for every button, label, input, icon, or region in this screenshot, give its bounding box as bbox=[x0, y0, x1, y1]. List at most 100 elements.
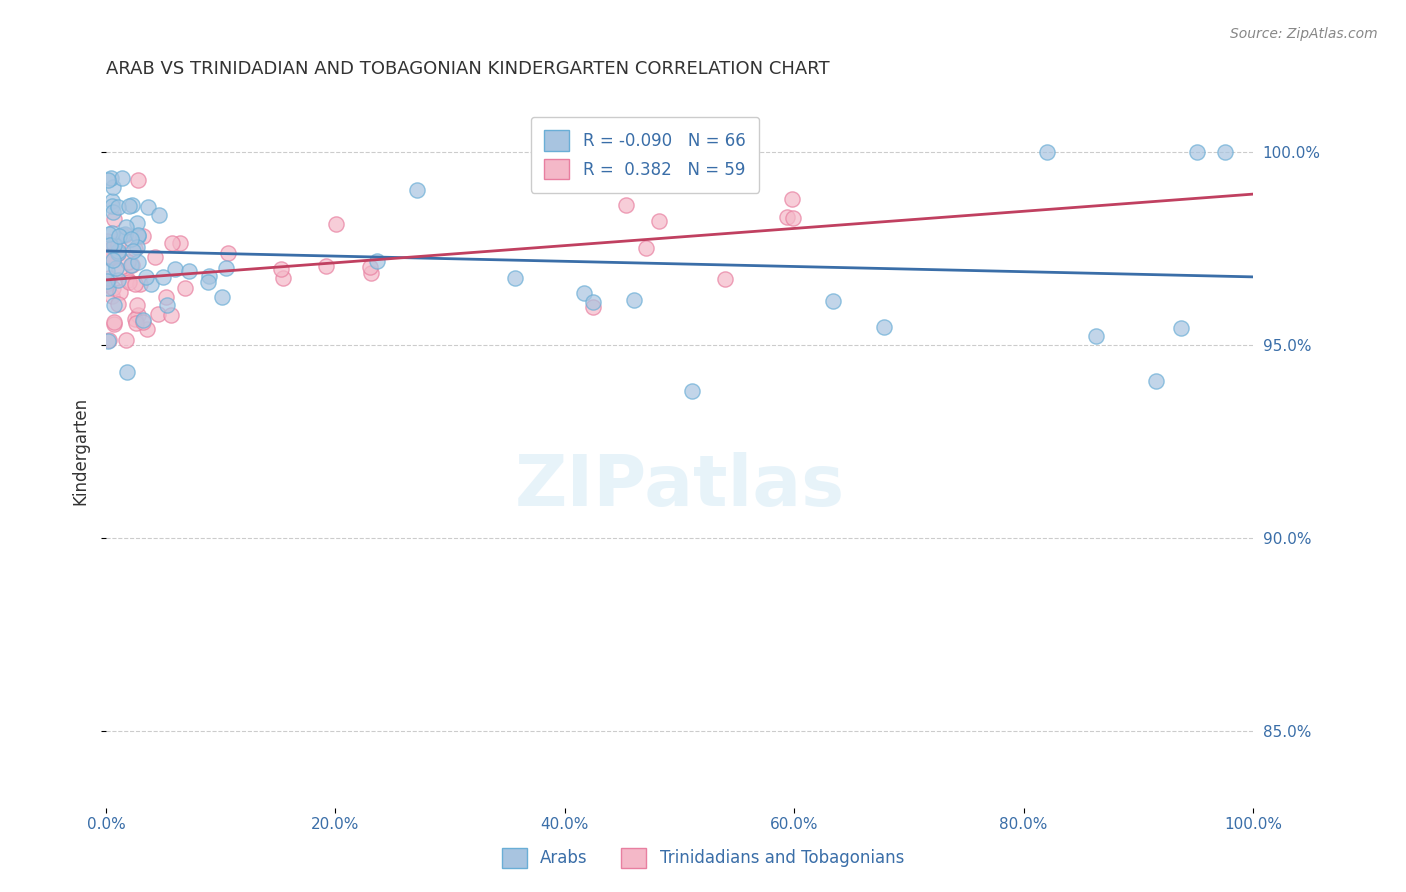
Arabs bbox=[127, 216, 149, 230]
Trinidadians and Tobagonians bbox=[271, 270, 294, 285]
Trinidadians and Tobagonians bbox=[782, 192, 804, 206]
Arabs bbox=[623, 293, 645, 307]
Arabs bbox=[105, 260, 128, 275]
Trinidadians and Tobagonians bbox=[128, 277, 150, 291]
Arabs bbox=[107, 244, 129, 259]
Trinidadians and Tobagonians bbox=[97, 271, 120, 285]
Arabs bbox=[101, 226, 124, 240]
Text: Source: ZipAtlas.com: Source: ZipAtlas.com bbox=[1230, 27, 1378, 41]
Legend: Arabs, Trinidadians and Tobagonians: Arabs, Trinidadians and Tobagonians bbox=[495, 841, 911, 875]
Arabs bbox=[101, 179, 124, 194]
Arabs bbox=[1213, 145, 1236, 160]
Trinidadians and Tobagonians bbox=[114, 228, 136, 243]
Arabs bbox=[132, 312, 155, 326]
Arabs bbox=[141, 277, 163, 291]
Trinidadians and Tobagonians bbox=[96, 234, 118, 248]
Text: ZIPatlas: ZIPatlas bbox=[515, 452, 845, 521]
Arabs bbox=[127, 227, 149, 242]
Trinidadians and Tobagonians bbox=[125, 298, 148, 312]
Arabs bbox=[107, 246, 129, 260]
Trinidadians and Tobagonians bbox=[315, 259, 337, 273]
Trinidadians and Tobagonians bbox=[98, 252, 121, 266]
Trinidadians and Tobagonians bbox=[146, 307, 169, 321]
Arabs bbox=[111, 228, 134, 243]
Trinidadians and Tobagonians bbox=[108, 263, 131, 277]
Trinidadians and Tobagonians bbox=[325, 217, 347, 231]
Arabs bbox=[366, 254, 388, 268]
Arabs bbox=[823, 293, 845, 308]
Trinidadians and Tobagonians bbox=[103, 281, 125, 295]
Trinidadians and Tobagonians bbox=[107, 246, 129, 260]
Trinidadians and Tobagonians bbox=[360, 266, 382, 280]
Arabs bbox=[1146, 374, 1168, 388]
Arabs bbox=[107, 272, 129, 286]
Arabs bbox=[136, 200, 159, 214]
Arabs bbox=[120, 232, 142, 246]
Arabs bbox=[98, 227, 121, 241]
Arabs bbox=[122, 244, 145, 258]
Arabs bbox=[152, 270, 174, 285]
Arabs bbox=[177, 264, 200, 278]
Arabs bbox=[100, 194, 122, 209]
Arabs bbox=[135, 269, 157, 284]
Trinidadians and Tobagonians bbox=[169, 236, 191, 251]
Arabs bbox=[103, 238, 125, 252]
Arabs bbox=[114, 227, 136, 241]
Arabs bbox=[405, 183, 427, 197]
Trinidadians and Tobagonians bbox=[782, 211, 804, 226]
Trinidadians and Tobagonians bbox=[103, 250, 125, 264]
Trinidadians and Tobagonians bbox=[127, 173, 149, 187]
Arabs bbox=[197, 275, 219, 289]
Arabs bbox=[1035, 145, 1057, 160]
Arabs bbox=[110, 170, 132, 185]
Arabs bbox=[574, 286, 596, 301]
Arabs bbox=[96, 334, 118, 348]
Text: ARAB VS TRINIDADIAN AND TOBAGONIAN KINDERGARTEN CORRELATION CHART: ARAB VS TRINIDADIAN AND TOBAGONIAN KINDE… bbox=[105, 60, 830, 78]
Trinidadians and Tobagonians bbox=[714, 271, 737, 285]
Arabs bbox=[1084, 328, 1107, 343]
Trinidadians and Tobagonians bbox=[132, 315, 155, 329]
Arabs bbox=[115, 365, 138, 379]
Arabs bbox=[96, 274, 118, 288]
Trinidadians and Tobagonians bbox=[117, 273, 139, 287]
Trinidadians and Tobagonians bbox=[582, 300, 605, 314]
Trinidadians and Tobagonians bbox=[124, 312, 146, 326]
Trinidadians and Tobagonians bbox=[217, 245, 239, 260]
Trinidadians and Tobagonians bbox=[96, 277, 118, 291]
Arabs bbox=[215, 261, 238, 276]
Arabs bbox=[681, 384, 703, 398]
Trinidadians and Tobagonians bbox=[117, 254, 139, 268]
Arabs bbox=[1187, 145, 1209, 160]
Trinidadians and Tobagonians bbox=[614, 198, 637, 212]
Arabs bbox=[118, 199, 141, 213]
Arabs bbox=[198, 268, 221, 283]
Arabs bbox=[121, 197, 143, 211]
Trinidadians and Tobagonians bbox=[115, 334, 138, 348]
Trinidadians and Tobagonians bbox=[100, 239, 122, 253]
Trinidadians and Tobagonians bbox=[105, 245, 128, 260]
Trinidadians and Tobagonians bbox=[103, 317, 125, 331]
Trinidadians and Tobagonians bbox=[124, 243, 146, 257]
Trinidadians and Tobagonians bbox=[143, 250, 166, 264]
Trinidadians and Tobagonians bbox=[124, 316, 146, 330]
Trinidadians and Tobagonians bbox=[160, 308, 183, 322]
Trinidadians and Tobagonians bbox=[270, 262, 292, 277]
Trinidadians and Tobagonians bbox=[121, 258, 143, 272]
Arabs bbox=[103, 298, 125, 312]
Arabs bbox=[156, 298, 179, 312]
Trinidadians and Tobagonians bbox=[136, 321, 159, 335]
Trinidadians and Tobagonians bbox=[636, 241, 658, 255]
Trinidadians and Tobagonians bbox=[359, 260, 381, 274]
Arabs bbox=[127, 229, 149, 244]
Trinidadians and Tobagonians bbox=[97, 333, 120, 347]
Trinidadians and Tobagonians bbox=[776, 211, 799, 225]
Trinidadians and Tobagonians bbox=[132, 229, 155, 244]
Arabs bbox=[100, 199, 122, 213]
Trinidadians and Tobagonians bbox=[101, 289, 124, 303]
Arabs bbox=[127, 254, 149, 268]
Arabs bbox=[582, 294, 605, 309]
Arabs bbox=[107, 229, 129, 244]
Arabs bbox=[873, 319, 896, 334]
Trinidadians and Tobagonians bbox=[100, 242, 122, 256]
Arabs bbox=[101, 253, 124, 268]
